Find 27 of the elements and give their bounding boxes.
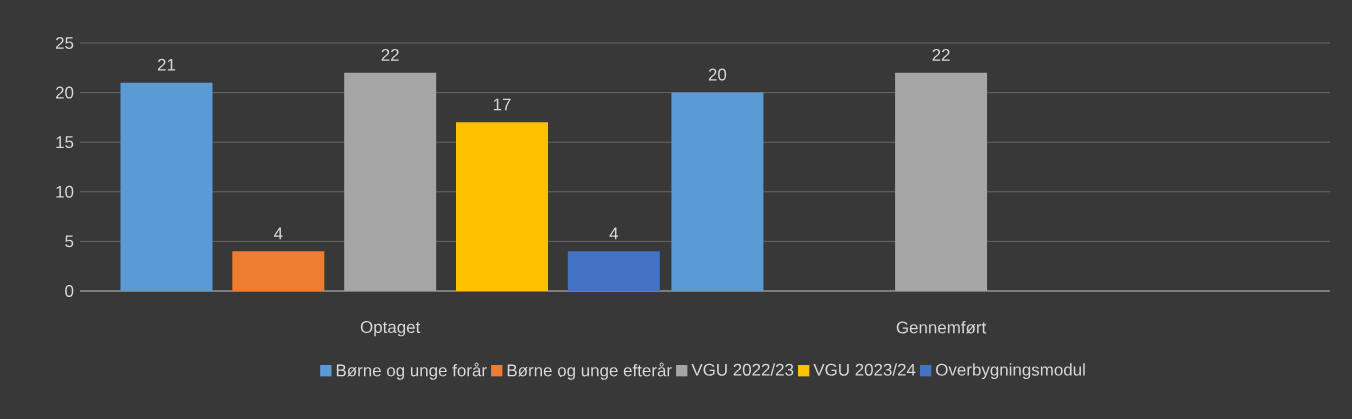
bar (344, 72, 437, 291)
bar (895, 72, 988, 291)
y-tick-label: 0 (65, 285, 74, 297)
x-tick-label: Optaget (360, 321, 421, 337)
bar (567, 251, 660, 291)
y-tick-label: 5 (65, 235, 74, 248)
bar (232, 251, 325, 291)
x-tick-label: Gennemført (896, 321, 987, 334)
legend-label: Børne og unge forår (336, 362, 487, 380)
y-tick-label: 25 (55, 37, 74, 49)
legend-label: Børne og unge efterår (507, 362, 672, 380)
legend-label: Overbygningsmodul (936, 363, 1085, 380)
data-label: 22 (381, 48, 399, 61)
data-label: 4 (274, 227, 283, 240)
y-tick-label: 20 (55, 86, 74, 99)
y-tick-label: 15 (56, 136, 74, 149)
data-label: 4 (609, 227, 619, 240)
legend-label: VGU 2022/23 (691, 363, 794, 376)
data-label: 21 (157, 58, 176, 71)
data-label: 17 (493, 98, 511, 111)
bar (671, 92, 764, 291)
data-label: 20 (708, 68, 727, 81)
y-tick-label: 10 (56, 185, 74, 198)
bar (120, 82, 213, 291)
bar (456, 122, 549, 291)
legend-label: VGU 2023/24 (813, 363, 916, 376)
data-label: 22 (932, 48, 950, 61)
